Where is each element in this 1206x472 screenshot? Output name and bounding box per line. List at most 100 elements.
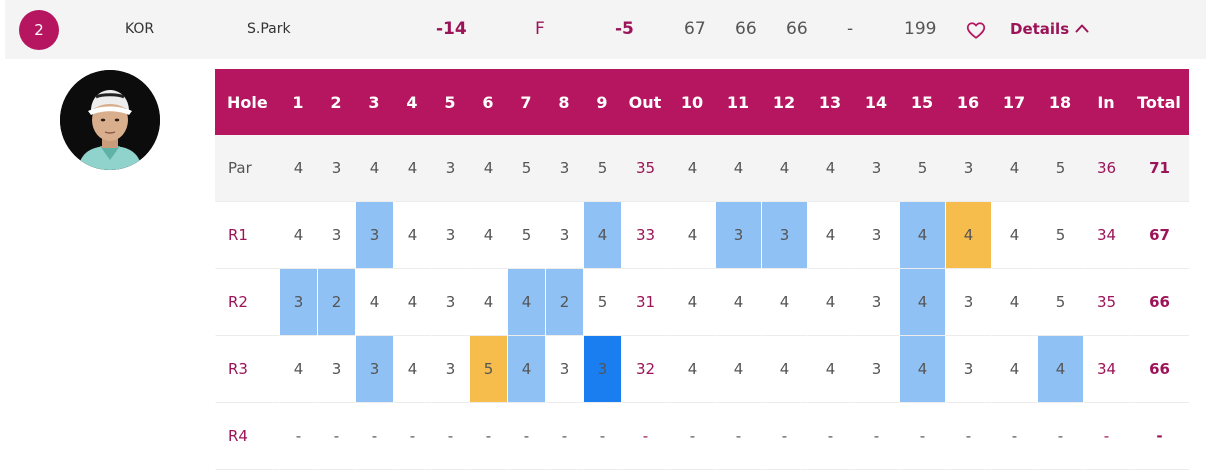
hole-score-cell: - [807,403,853,470]
hole-score-cell: 5 [583,269,621,336]
hole-score-cell: 3 [853,135,899,202]
header-col-10: 10 [669,69,715,135]
hole-score-cell: - [991,403,1037,470]
hole-score-cell: 4 [991,202,1037,269]
hole-score-cell: 3 [545,135,583,202]
hole-score-cell: - [583,403,621,470]
hole-score-cell: 5 [507,202,545,269]
row-label: R1 [215,202,279,269]
header-col-8: 8 [545,69,583,135]
hole-score-cell: - [393,403,431,470]
hole-score-cell: 4 [279,135,317,202]
hole-score-cell: 3 [583,336,621,403]
heart-outline-icon[interactable] [965,19,987,41]
to-par-score: -14 [436,19,467,39]
round-total-cell: 66 [1129,336,1189,403]
hole-score-cell: 4 [899,202,945,269]
hole-score-cell: 3 [853,269,899,336]
hole-score-cell: 3 [545,202,583,269]
hole-score-cell: 2 [317,269,355,336]
row-label: R4 [215,403,279,470]
hole-score-cell: 3 [355,336,393,403]
hole-score-cell: 3 [431,202,469,269]
round-total-cell: - [1129,403,1189,470]
hole-score-cell: 4 [715,135,761,202]
hole-score-cell: 3 [715,202,761,269]
out-total-cell: 31 [621,269,669,336]
header-col-15: 15 [899,69,945,135]
hole-score-cell: - [669,403,715,470]
header-col-6: 6 [469,69,507,135]
hole-score-cell: 3 [317,202,355,269]
hole-score-cell: 5 [899,135,945,202]
player-summary-row[interactable]: 2 KOR S.Park -14 F -5 67 66 66 - 199 Det… [5,0,1206,59]
hole-score-cell: 4 [279,336,317,403]
hole-score-cell: - [545,403,583,470]
round-total-cell: 67 [1129,202,1189,269]
hole-score-cell: - [279,403,317,470]
hole-score-cell: 3 [431,269,469,336]
score-row-r1: R1 4 3 3 4 3 4 5 3 4 33 4 3 3 4 3 4 4 4 5 34 67 [215,202,1189,269]
hole-score-cell: 4 [279,202,317,269]
hole-score-cell: 4 [393,135,431,202]
hole-score-cell: 4 [807,135,853,202]
total-strokes: 199 [904,19,937,39]
scorecard-header-row: Hole 1 2 3 4 5 6 7 8 9 Out 10 11 12 13 14 15 16 17 18 In Tota… [215,69,1189,135]
hole-score-cell: 4 [761,135,807,202]
hole-score-cell: - [853,403,899,470]
hole-score-cell: 4 [393,202,431,269]
hole-score-cell: 4 [669,269,715,336]
hole-score-cell: 4 [355,269,393,336]
header-col-7: 7 [507,69,545,135]
hole-score-cell: 2 [545,269,583,336]
hole-score-cell: 4 [393,336,431,403]
hole-score-cell: 3 [355,202,393,269]
row-label: R3 [215,336,279,403]
score-row-r4: R4- - - - - - - - - - - - - - - - - - - - - [215,403,1189,470]
header-col-9: 9 [583,69,621,135]
header-col-16: 16 [945,69,991,135]
hole-score-cell: 3 [279,269,317,336]
hole-score-cell: 5 [469,336,507,403]
row-label: R2 [215,269,279,336]
in-total-cell: - [1083,403,1129,470]
hole-score-cell: 5 [1037,135,1083,202]
hole-score-cell: 4 [991,135,1037,202]
header-col-11: 11 [715,69,761,135]
hole-score-cell: 3 [853,202,899,269]
header-col-12: 12 [761,69,807,135]
hole-score-cell: - [715,403,761,470]
hole-score-cell: 4 [469,202,507,269]
score-row-r3: R3 4 3 3 4 3 5 4 3 3 32 4 4 4 4 3 4 3 4 4 34 66 [215,336,1189,403]
header-col-17: 17 [991,69,1037,135]
score-row-r2: R2 3 2 4 4 3 4 4 2 5 31 4 4 4 4 3 4 3 4 5 35 66 [215,269,1189,336]
hole-score-cell: - [469,403,507,470]
in-total-cell: 36 [1083,135,1129,202]
header-col-1: 1 [279,69,317,135]
hole-score-cell: - [355,403,393,470]
round-2-score: 66 [735,19,757,39]
hole-score-cell: 4 [715,336,761,403]
hole-score-cell: 3 [853,336,899,403]
hole-score-cell: - [317,403,355,470]
player-name: S.Park [247,21,291,37]
details-toggle-button[interactable]: Details [1010,0,1089,59]
details-label: Details [1010,20,1070,38]
hole-score-cell: 4 [761,336,807,403]
scorecard-table: Hole 1 2 3 4 5 6 7 8 9 Out 10 11 12 13 14 15 16 17 18 In Tota… [215,69,1189,470]
hole-score-cell: - [1037,403,1083,470]
hole-score-cell: 4 [899,336,945,403]
score-row-par: Par 4 3 4 4 3 4 5 3 5 35 4 4 4 4 3 5 3 4 5 36 71 [215,135,1189,202]
header-col-13: 13 [807,69,853,135]
hole-score-cell: 4 [1037,336,1083,403]
hole-score-cell: - [899,403,945,470]
header-col-4: 4 [393,69,431,135]
hole-score-cell: 3 [545,336,583,403]
hole-score-cell: 4 [355,135,393,202]
round-1-score: 67 [684,19,706,39]
player-country: KOR [125,21,155,37]
header-col-18: 18 [1037,69,1083,135]
row-label: Par [215,135,279,202]
hole-score-cell: 4 [807,336,853,403]
out-total-cell: - [621,403,669,470]
